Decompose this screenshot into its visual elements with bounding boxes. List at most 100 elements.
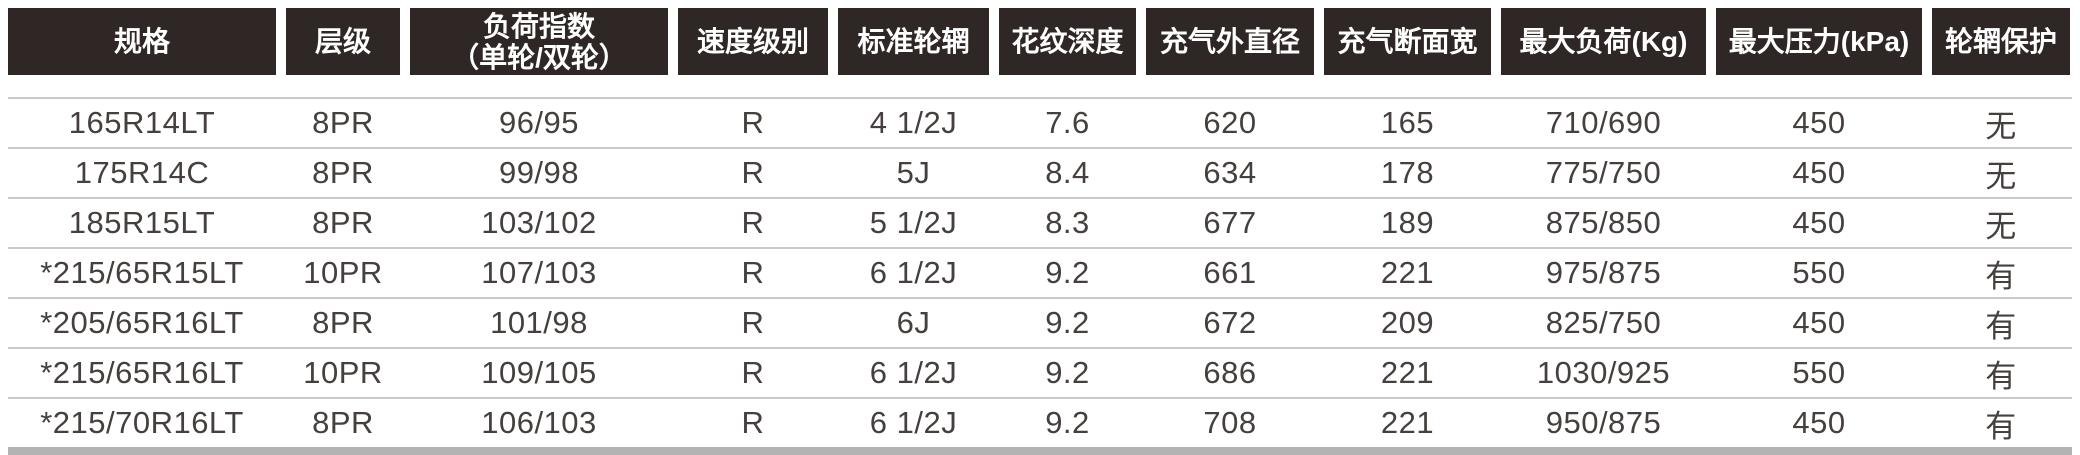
table-body: 165R14LT 8PR 96/95 R 4 1/2J 7.6 620 165 710/690 4…: [8, 97, 2072, 447]
column-header-ply: 层级: [286, 8, 400, 75]
cell-spec: 165R14LT: [68, 105, 216, 140]
cell-outer_diameter: 672: [1203, 305, 1257, 340]
cell-section_width: 209: [1380, 305, 1435, 340]
cell-max_load: 710/690: [1545, 105, 1662, 140]
cell-max_load: 1030/925: [1536, 355, 1671, 390]
cell-max_pressure: 450: [1792, 105, 1846, 140]
cell-section_width: 178: [1380, 155, 1435, 190]
cell-max_load: 825/750: [1545, 305, 1662, 340]
cell-ply: 8PR: [312, 205, 374, 240]
cell-rim_protection: 无: [1985, 108, 2017, 144]
cell-rim_protection: 无: [1985, 208, 2017, 244]
cell-max_pressure: 450: [1792, 405, 1846, 440]
cell-speed: R: [741, 405, 765, 440]
cell-section_width: 221: [1380, 255, 1435, 290]
column-header-rim: 标准轮辋: [838, 8, 989, 75]
table-row: 165R14LT 8PR 96/95 R 4 1/2J 7.6 620 165 710/690 4…: [8, 97, 2072, 147]
cell-max_pressure: 550: [1792, 255, 1846, 290]
cell-tread_depth: 7.6: [1045, 105, 1090, 140]
cell-ply: 8PR: [312, 105, 374, 140]
column-header-load_index: 负荷指数 （单轮/双轮）: [410, 8, 668, 75]
cell-load_index: 101/98: [490, 305, 588, 340]
column-header-label: 最大负荷(Kg): [1519, 26, 1688, 57]
cell-ply: 10PR: [303, 355, 383, 390]
cell-rim: 6 1/2J: [869, 405, 958, 440]
column-header-label: 负荷指数: [482, 10, 595, 42]
table-bottom-rule: [8, 447, 2072, 455]
table-row: *215/65R15LT 10PR 107/103 R 6 1/2J 9.2 661 221 9…: [8, 247, 2072, 297]
cell-rim: 5 1/2J: [869, 205, 958, 240]
table-header-row: 规格 层级 负荷指数 （单轮/双轮） 速度级别 标准轮辋 花纹深度 充气外直径 充气断面宽 最大负…: [8, 8, 2072, 75]
column-header-label: 最大压力(kPa): [1728, 26, 1910, 57]
table-row: 175R14C 8PR 99/98 R 5J 8.4 634 178 775/750 450 无: [8, 147, 2072, 197]
column-header-label: 轮辋保护: [1944, 26, 2057, 57]
cell-speed: R: [741, 105, 765, 140]
cell-rim: 6J: [896, 305, 931, 340]
column-header-outer_diameter: 充气外直径: [1146, 8, 1314, 75]
cell-outer_diameter: 661: [1203, 255, 1257, 290]
cell-max_load: 950/875: [1545, 405, 1662, 440]
cell-max_pressure: 450: [1792, 155, 1846, 190]
cell-rim_protection: 有: [1985, 258, 2017, 294]
cell-max_pressure: 450: [1792, 305, 1846, 340]
cell-spec: *215/65R16LT: [40, 355, 244, 390]
column-header-label: 花纹深度: [1011, 26, 1124, 57]
column-header-max_load: 最大负荷(Kg): [1501, 8, 1706, 75]
cell-spec: 175R14C: [74, 155, 210, 190]
cell-tread_depth: 9.2: [1045, 355, 1090, 390]
cell-max_pressure: 550: [1792, 355, 1846, 390]
cell-load_index: 103/102: [481, 205, 597, 240]
cell-rim: 4 1/2J: [869, 105, 958, 140]
column-header-tread_depth: 花纹深度: [999, 8, 1136, 75]
column-header-label: 充气外直径: [1159, 26, 1300, 57]
table-row: *205/65R16LT 8PR 101/98 R 6J 9.2 672 209 825/750…: [8, 297, 2072, 347]
cell-load_index: 106/103: [481, 405, 597, 440]
cell-max_load: 775/750: [1545, 155, 1662, 190]
cell-speed: R: [741, 355, 765, 390]
column-header-rim_protection: 轮辋保护: [1932, 8, 2070, 75]
column-header-max_pressure: 最大压力(kPa): [1716, 8, 1922, 75]
cell-spec: *205/65R16LT: [40, 305, 244, 340]
cell-rim: 5J: [896, 155, 931, 190]
cell-spec: *215/70R16LT: [40, 405, 244, 440]
cell-section_width: 221: [1380, 355, 1435, 390]
cell-ply: 10PR: [303, 255, 383, 290]
cell-rim: 6 1/2J: [869, 355, 958, 390]
cell-load_index: 99/98: [498, 155, 580, 190]
column-header-label: 层级: [314, 26, 371, 57]
cell-rim_protection: 有: [1985, 358, 2017, 394]
column-header-spec: 规格: [8, 8, 276, 75]
cell-ply: 8PR: [312, 305, 374, 340]
cell-rim_protection: 无: [1985, 158, 2017, 194]
cell-tread_depth: 9.2: [1045, 255, 1090, 290]
cell-rim_protection: 有: [1985, 408, 2017, 444]
cell-tread_depth: 8.4: [1045, 155, 1090, 190]
cell-speed: R: [741, 205, 765, 240]
table-row: *215/65R16LT 10PR 109/105 R 6 1/2J 9.2 686 221 1…: [8, 347, 2072, 397]
cell-load_index: 96/95: [498, 105, 580, 140]
cell-spec: *215/65R15LT: [40, 255, 244, 290]
cell-ply: 8PR: [312, 155, 374, 190]
cell-rim_protection: 有: [1985, 308, 2017, 344]
cell-outer_diameter: 686: [1203, 355, 1257, 390]
column-header-sublabel: （单轮/双轮）: [451, 41, 627, 73]
cell-rim: 6 1/2J: [869, 255, 958, 290]
cell-speed: R: [741, 155, 765, 190]
cell-tread_depth: 8.3: [1045, 205, 1090, 240]
cell-outer_diameter: 620: [1203, 105, 1257, 140]
cell-section_width: 165: [1380, 105, 1435, 140]
cell-speed: R: [741, 255, 765, 290]
column-header-section_width: 充气断面宽: [1324, 8, 1491, 75]
column-header-label: 规格: [113, 26, 170, 57]
cell-max_load: 975/875: [1545, 255, 1662, 290]
column-header-speed: 速度级别: [678, 8, 828, 75]
cell-outer_diameter: 634: [1203, 155, 1257, 190]
cell-ply: 8PR: [312, 405, 374, 440]
cell-outer_diameter: 708: [1203, 405, 1257, 440]
column-header-label: 速度级别: [696, 26, 809, 57]
cell-spec: 185R15LT: [68, 205, 216, 240]
cell-section_width: 221: [1380, 405, 1435, 440]
cell-load_index: 109/105: [481, 355, 597, 390]
cell-load_index: 107/103: [481, 255, 597, 290]
